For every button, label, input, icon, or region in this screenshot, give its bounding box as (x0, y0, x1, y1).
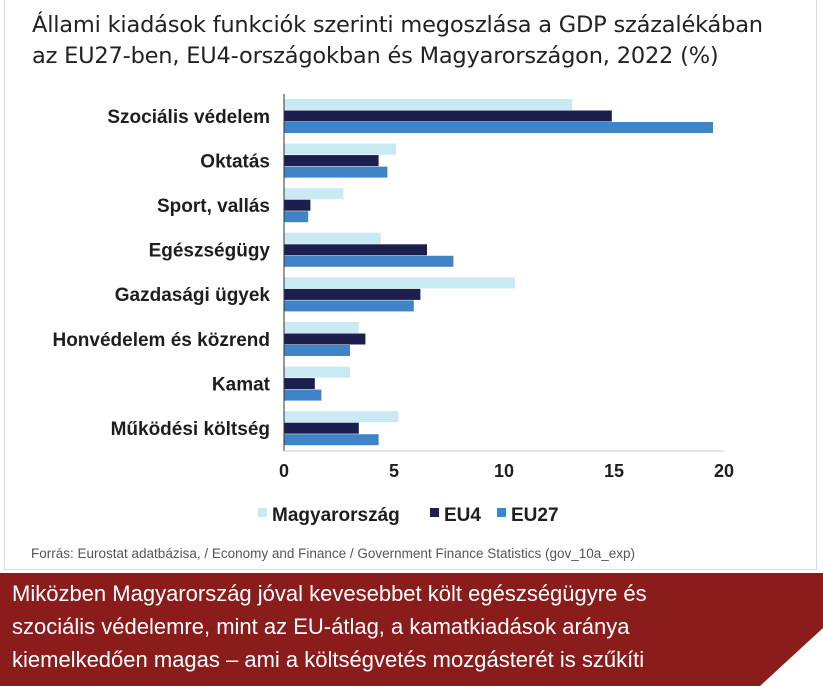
x-tick-label: 15 (604, 461, 624, 481)
bar-eu27-6 (284, 389, 322, 401)
bar-eu4-3 (284, 244, 427, 256)
bar-eu4-5 (284, 333, 366, 345)
legend-label-0: Magyarország (272, 505, 400, 526)
chart-title-line2: az EU27-ben, EU4-országokban és Magyaror… (32, 43, 719, 69)
category-label: Egészségügy (149, 241, 271, 262)
bar-eu4-0 (284, 110, 612, 122)
bar-eu4-7 (284, 422, 359, 434)
chart-frame (4, 0, 817, 570)
category-label: Sport, vallás (157, 196, 270, 217)
footer-line2: szociális védelemre, mint az EU-átlag, a… (12, 614, 630, 639)
bar-magyarorsz-g-5 (284, 322, 359, 333)
x-tick-label: 20 (714, 461, 734, 481)
bar-eu4-1 (284, 155, 379, 167)
category-label: Oktatás (200, 151, 270, 172)
bar-chart: Szociális védelem Oktatás Sport, vallás Egé… (52, 94, 734, 526)
bar-eu27-4 (284, 300, 414, 312)
legend-label-2: EU27 (511, 505, 559, 526)
legend-swatch-2 (497, 508, 506, 517)
footer-line3: kiemelkedően magas – ami a költségvetés … (12, 647, 645, 672)
bar-magyarorsz-g-0 (284, 99, 573, 110)
x-tick-label: 0 (279, 461, 289, 481)
bar-magyarorsz-g-2 (284, 188, 344, 200)
bar-magyarorsz-g-6 (284, 366, 350, 378)
chart-title-line1: Állami kiadások funkciók szerinti megosz… (32, 12, 763, 38)
bar-magyarorsz-g-7 (284, 411, 399, 423)
x-tick-label: 5 (389, 461, 399, 481)
category-label: Gazdasági ügyek (115, 285, 271, 306)
bar-magyarorsz-g-4 (284, 277, 515, 289)
category-label: Honvédelem és közrend (52, 330, 270, 351)
bar-eu27-5 (284, 345, 350, 356)
x-tick-label: 10 (494, 461, 514, 481)
footer-text: Miközben Magyarország jóval kevesebbet k… (12, 577, 792, 676)
bar-eu4-4 (284, 288, 421, 300)
source-note: Forrás: Eurostat adatbázisa, / Economy a… (31, 546, 636, 561)
bar-eu27-2 (284, 211, 309, 223)
bar-eu27-7 (284, 434, 379, 446)
bar-magyarorsz-g-3 (284, 232, 381, 244)
footer-background (0, 573, 823, 686)
category-label: Szociális védelem (107, 107, 270, 128)
chart-title: Állami kiadások funkciók szerinti megosz… (32, 10, 812, 72)
footer-line1: Miközben Magyarország jóval kevesebbet k… (12, 581, 647, 606)
category-label: Működési költség (111, 419, 270, 440)
legend-swatch-0 (258, 508, 267, 517)
legend-label-1: EU4 (444, 505, 481, 526)
footer-banner: Miközben Magyarország jóval kevesebbet k… (0, 573, 823, 686)
bar-eu4-2 (284, 199, 311, 211)
bar-magyarorsz-g-1 (284, 143, 397, 155)
bar-eu27-3 (284, 255, 454, 267)
legend-swatch-1 (430, 508, 439, 517)
bar-eu4-6 (284, 378, 315, 390)
bar-eu27-1 (284, 166, 388, 178)
category-label: Kamat (212, 374, 271, 395)
bar-eu27-0 (284, 122, 713, 133)
